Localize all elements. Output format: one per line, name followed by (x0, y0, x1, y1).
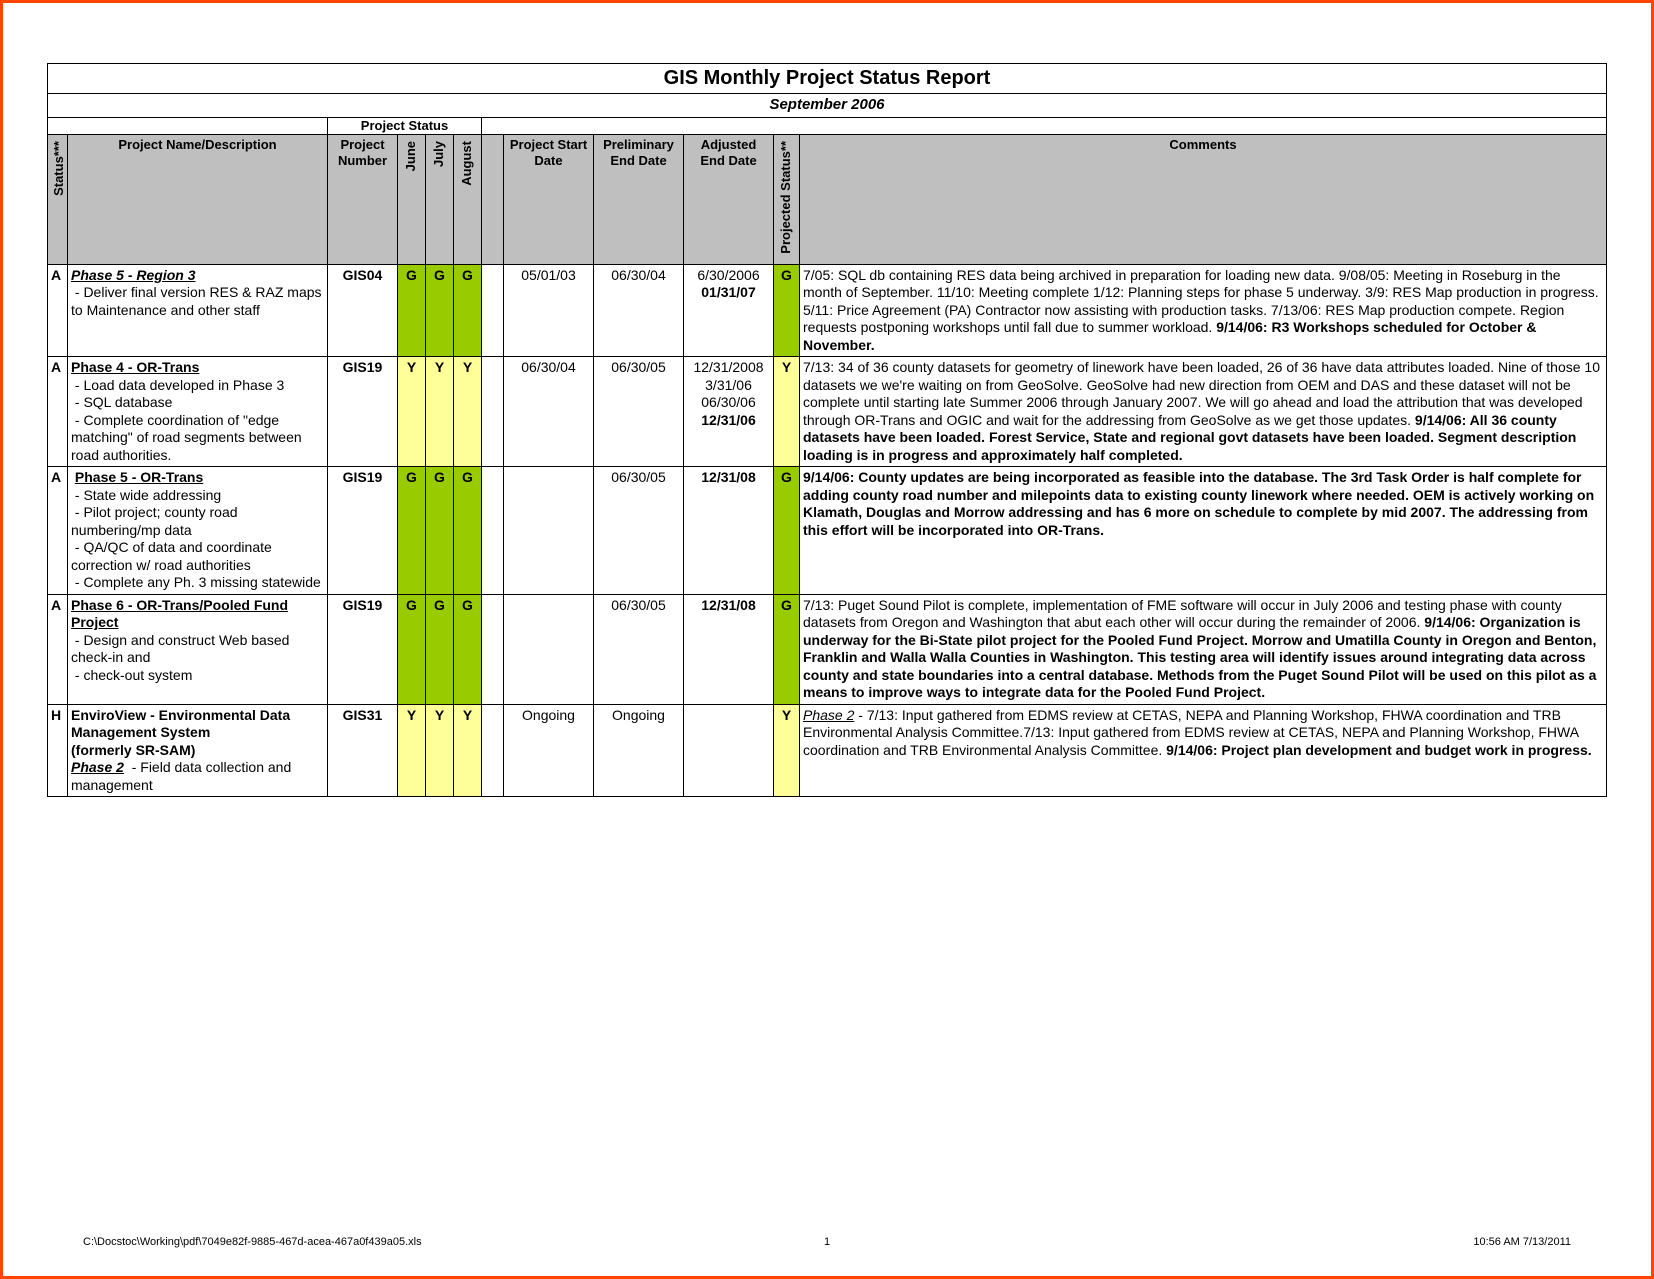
cell-prelim: 06/30/05 (594, 594, 684, 704)
hdr-projstat: Projected Status** (774, 135, 800, 265)
cell-projnum: GIS19 (328, 357, 398, 467)
cell-projstat: G (774, 594, 800, 704)
group-header: Project Status (328, 117, 482, 134)
report-title: GIS Monthly Project Status Report (48, 64, 1607, 94)
cell-gap (482, 357, 504, 467)
cell-adj: 12/31/08 (684, 594, 774, 704)
hdr-status: Status*** (48, 135, 68, 265)
cell-start: 06/30/04 (504, 357, 594, 467)
hdr-adj: Adjusted End Date (684, 135, 774, 265)
hdr-gap (482, 135, 504, 265)
cell-july: G (426, 264, 454, 357)
cell-june: Y (398, 357, 426, 467)
cell-status: A (48, 264, 68, 357)
cell-start (504, 467, 594, 595)
cell-projstat: Y (774, 704, 800, 797)
footer-time: 10:56 AM 7/13/2011 (1473, 1236, 1571, 1248)
hdr-comments: Comments (800, 135, 1607, 265)
hdr-july: July (426, 135, 454, 265)
cell-prelim: 06/30/05 (594, 357, 684, 467)
cell-june: G (398, 264, 426, 357)
cell-comments: 9/14/06: County updates are being incorp… (800, 467, 1607, 595)
cell-name: Phase 5 - OR-Trans - State wide addressi… (68, 467, 328, 595)
cell-projnum: GIS19 (328, 467, 398, 595)
cell-july: Y (426, 357, 454, 467)
cell-comments: 7/05: SQL db containing RES data being a… (800, 264, 1607, 357)
cell-gap (482, 264, 504, 357)
table-row: APhase 5 - Region 3 - Deliver final vers… (48, 264, 1607, 357)
cell-comments: Phase 2 - 7/13: Input gathered from EDMS… (800, 704, 1607, 797)
footer-page: 1 (824, 1236, 830, 1248)
cell-adj: 6/30/200601/31/07 (684, 264, 774, 357)
cell-projstat: G (774, 264, 800, 357)
cell-name: Phase 5 - Region 3 - Deliver final versi… (68, 264, 328, 357)
cell-gap (482, 467, 504, 595)
hdr-projnum: Project Number (328, 135, 398, 265)
table-row: APhase 4 - OR-Trans - Load data develope… (48, 357, 1607, 467)
cell-projnum: GIS19 (328, 594, 398, 704)
cell-adj (684, 704, 774, 797)
cell-start: 05/01/03 (504, 264, 594, 357)
cell-july: G (426, 467, 454, 595)
cell-gap (482, 594, 504, 704)
cell-name: Phase 6 - OR-Trans/Pooled Fund Project -… (68, 594, 328, 704)
cell-name: EnviroView - Environmental Data Manageme… (68, 704, 328, 797)
report-frame: GIS Monthly Project Status Report Septem… (0, 0, 1654, 1279)
page-footer: C:\Docstoc\Working\pdf\7049e82f-9885-467… (83, 1236, 1571, 1248)
cell-projstat: G (774, 467, 800, 595)
cell-august: Y (454, 704, 482, 797)
cell-june: G (398, 594, 426, 704)
hdr-name: Project Name/Description (68, 135, 328, 265)
cell-projnum: GIS04 (328, 264, 398, 357)
hdr-start: Project Start Date (504, 135, 594, 265)
header-row: Status*** Project Name/Description Proje… (48, 135, 1607, 265)
cell-august: Y (454, 357, 482, 467)
cell-july: Y (426, 704, 454, 797)
cell-status: A (48, 357, 68, 467)
cell-june: G (398, 467, 426, 595)
table-row: A Phase 5 - OR-Trans - State wide addres… (48, 467, 1607, 595)
cell-status: A (48, 594, 68, 704)
table-row: APhase 6 - OR-Trans/Pooled Fund Project … (48, 594, 1607, 704)
cell-adj: 12/31/08 (684, 467, 774, 595)
footer-path: C:\Docstoc\Working\pdf\7049e82f-9885-467… (83, 1236, 422, 1248)
status-table: GIS Monthly Project Status Report Septem… (47, 63, 1607, 797)
cell-prelim: Ongoing (594, 704, 684, 797)
cell-projnum: GIS31 (328, 704, 398, 797)
report-subtitle: September 2006 (48, 94, 1607, 118)
hdr-prelim: Preliminary End Date (594, 135, 684, 265)
cell-prelim: 06/30/05 (594, 467, 684, 595)
hdr-august: August (454, 135, 482, 265)
table-row: HEnviroView - Environmental Data Managem… (48, 704, 1607, 797)
cell-august: G (454, 467, 482, 595)
cell-gap (482, 704, 504, 797)
cell-prelim: 06/30/04 (594, 264, 684, 357)
cell-june: Y (398, 704, 426, 797)
cell-comments: 7/13: 34 of 36 county datasets for geome… (800, 357, 1607, 467)
cell-comments: 7/13: Puget Sound Pilot is complete, imp… (800, 594, 1607, 704)
cell-projstat: Y (774, 357, 800, 467)
cell-status: A (48, 467, 68, 595)
cell-august: G (454, 594, 482, 704)
cell-july: G (426, 594, 454, 704)
cell-name: Phase 4 - OR-Trans - Load data developed… (68, 357, 328, 467)
cell-adj: 12/31/20083/31/0606/30/0612/31/06 (684, 357, 774, 467)
cell-start (504, 594, 594, 704)
cell-august: G (454, 264, 482, 357)
cell-status: H (48, 704, 68, 797)
hdr-june: June (398, 135, 426, 265)
cell-start: Ongoing (504, 704, 594, 797)
